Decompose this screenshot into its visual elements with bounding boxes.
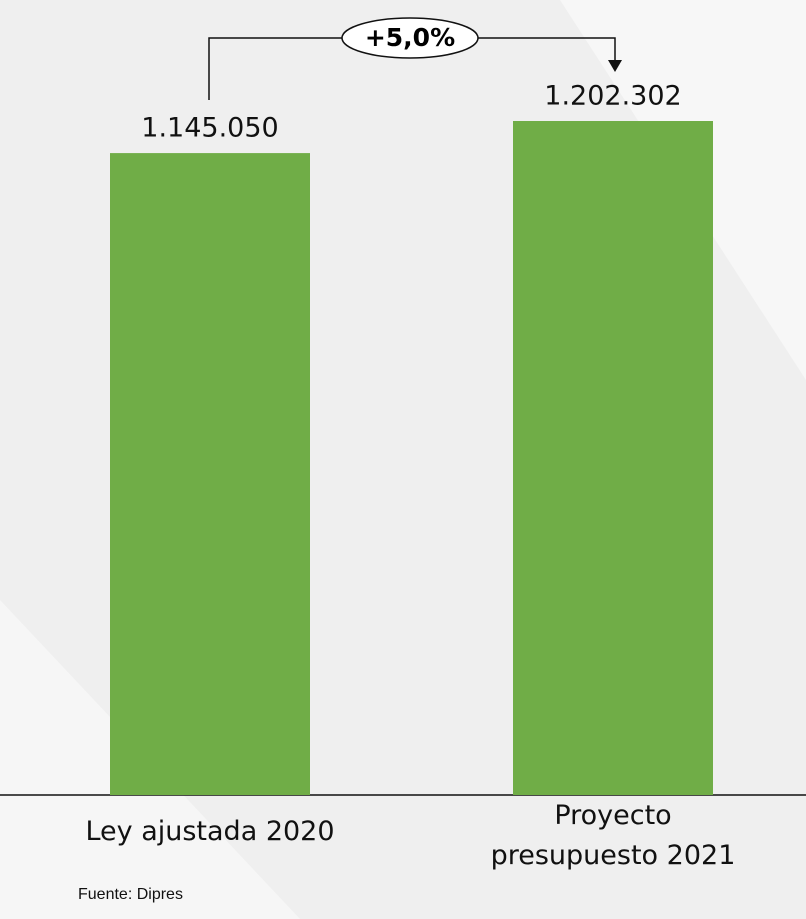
value-label: 1.202.302 [544, 81, 681, 112]
annotation: +5,0% [365, 23, 455, 52]
category-label: Ley ajustada 2020 [85, 816, 335, 847]
bar [110, 153, 310, 795]
bar [513, 121, 713, 795]
source: Fuente: Dipres [78, 886, 183, 903]
category-label: Proyecto presupuesto 2021 [490, 800, 736, 871]
annotation-bubble [341, 17, 479, 59]
value-label: 1.145.050 [141, 113, 278, 144]
arrow-head [608, 60, 622, 72]
